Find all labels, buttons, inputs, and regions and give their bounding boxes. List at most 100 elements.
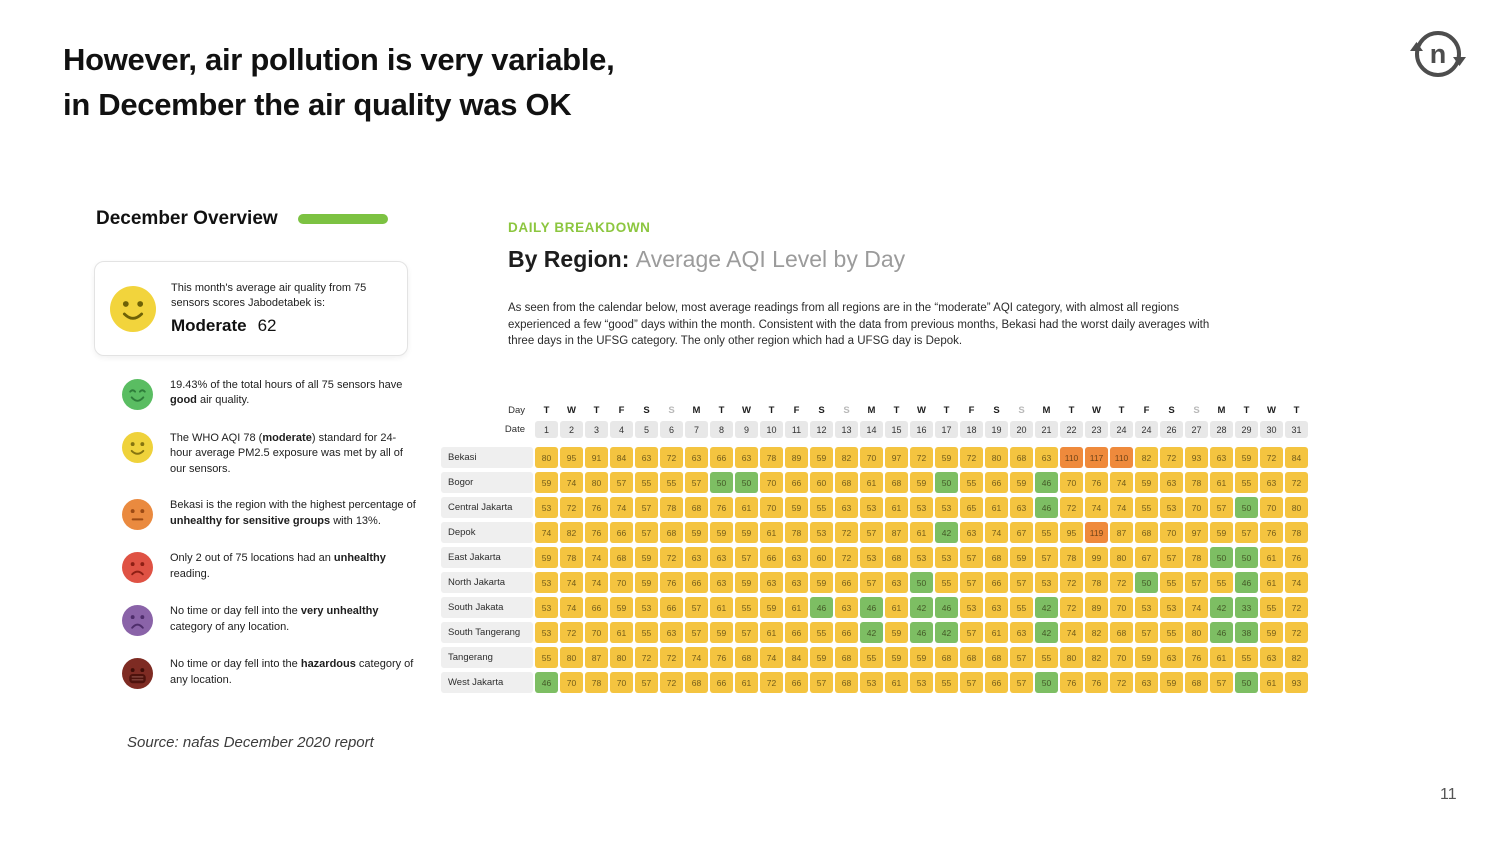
aqi-cell: 55 [935,572,958,593]
aqi-cell: 80 [585,472,608,493]
day-letter: F [1143,404,1150,416]
aqi-cell: 61 [1210,647,1233,668]
aqi-cell: 61 [785,597,808,618]
region-label: Central Jakarta [441,497,533,518]
aqi-cell: 59 [685,522,708,543]
aqi-cell: 82 [1285,647,1308,668]
aqi-cell: 53 [935,497,958,518]
aqi-cell: 70 [585,622,608,643]
aqi-cell: 59 [735,522,758,543]
aqi-cell: 50 [910,572,933,593]
aqi-cell: 82 [560,522,583,543]
aqi-cell: 74 [560,597,583,618]
aqi-cell: 61 [910,522,933,543]
aqi-cell: 82 [1085,622,1108,643]
aqi-cell: 72 [660,447,683,468]
aqi-cell: 59 [1210,522,1233,543]
aqi-cell: 67 [1010,522,1033,543]
aqi-cell: 70 [1160,522,1183,543]
day-letter: F [968,404,975,416]
aqi-cell: 63 [985,597,1008,618]
aqi-cell: 78 [560,547,583,568]
aqi-cell: 76 [1085,472,1108,493]
region-label: Tangerang [441,647,533,668]
aqi-cell: 66 [710,672,733,693]
aqi-cell: 46 [810,597,833,618]
aqi-cell: 61 [985,622,1008,643]
aqi-cell: 80 [560,647,583,668]
aqi-cell: 55 [1035,522,1058,543]
overview-bullets: 19.43% of the total hours of all 75 sens… [122,378,432,690]
aqi-cell: 57 [610,472,633,493]
aqi-cell: 57 [960,672,983,693]
chart-heading: By Region: Average AQI Level by Day [508,246,905,273]
aqi-cell: 55 [1160,622,1183,643]
card-value: 62 [257,316,277,336]
aqi-cell: 80 [1285,497,1308,518]
aqi-cell: 72 [660,547,683,568]
day-letter: W [917,404,926,416]
region-label: Bogor [441,472,533,493]
aqi-cell: 66 [985,472,1008,493]
day-letter: T [768,404,775,416]
date-row: Date 1 2 3 4 5 6 7 8 9 10 11 12 13 14 15 16 17 18 19 20 21 22 2… [441,421,1308,438]
aqi-cell: 76 [710,647,733,668]
aqi-cell: 57 [810,672,833,693]
aqi-cell: 55 [535,647,558,668]
aqi-cell: 74 [1285,572,1308,593]
day-letter: S [843,404,850,416]
aqi-cell: 61 [885,497,908,518]
aqi-cell: 57 [685,472,708,493]
date-cell: 28 [1210,421,1233,438]
aqi-cell: 42 [935,622,958,643]
aqi-cell: 57 [735,547,758,568]
chart-description: As seen from the calendar below, most av… [508,302,1210,348]
date-cell: 24 [1110,421,1133,438]
bullet-text: Only 2 out of 75 locations had an unheal… [170,552,386,580]
aqi-cell: 50 [735,472,758,493]
aqi-cell: 53 [860,672,883,693]
aqi-cell: 57 [1185,572,1208,593]
aqi-cell: 74 [1185,597,1208,618]
aqi-table: Day T W T F S S M T W T F S S M T W T F S S M T W T F S S M T W T Date 1 2… [441,403,1308,697]
aqi-cell: 42 [1035,597,1058,618]
aqi-cell: 53 [535,622,558,643]
aqi-cell: 70 [760,497,783,518]
region-label: South Jakata [441,597,533,618]
aqi-cell: 55 [1235,647,1258,668]
date-cell: 18 [960,421,983,438]
aqi-cell: 97 [1185,522,1208,543]
aqi-cell: 72 [1060,497,1083,518]
aqi-cell: 60 [810,472,833,493]
aqi-cell: 70 [1185,497,1208,518]
aqi-cell: 66 [710,447,733,468]
aqi-cell: 63 [710,572,733,593]
aqi-cell: 57 [1210,497,1233,518]
aqi-cell: 74 [560,572,583,593]
aqi-cell: 46 [1035,472,1058,493]
hazardous-face-icon [122,658,153,690]
day-letter-row: Day T W T F S S M T W T F S S M T W T F S S M T W T F S S M T W T [441,403,1308,417]
aqi-cell: 87 [1110,522,1133,543]
aqi-cell: 68 [1135,522,1158,543]
aqi-cell: 63 [785,572,808,593]
aqi-cell: 70 [560,672,583,693]
aqi-cell: 46 [1035,497,1058,518]
aqi-cell: 53 [535,572,558,593]
aqi-cell: 50 [1235,497,1258,518]
aqi-cell: 110 [1060,447,1083,468]
aqi-cell: 78 [1060,547,1083,568]
aqi-cell: 68 [985,547,1008,568]
aqi-cell: 50 [1035,672,1058,693]
aqi-cell: 66 [785,472,808,493]
aqi-cell: 78 [660,497,683,518]
date-cell: 3 [585,421,608,438]
aqi-cell: 68 [960,647,983,668]
aqi-cell: 70 [860,447,883,468]
aqi-cell: 46 [1235,572,1258,593]
day-letter: T [1293,404,1300,416]
aqi-cell: 89 [1085,597,1108,618]
aqi-cell: 42 [935,522,958,543]
aqi-cell: 72 [660,672,683,693]
aqi-cell: 76 [585,522,608,543]
